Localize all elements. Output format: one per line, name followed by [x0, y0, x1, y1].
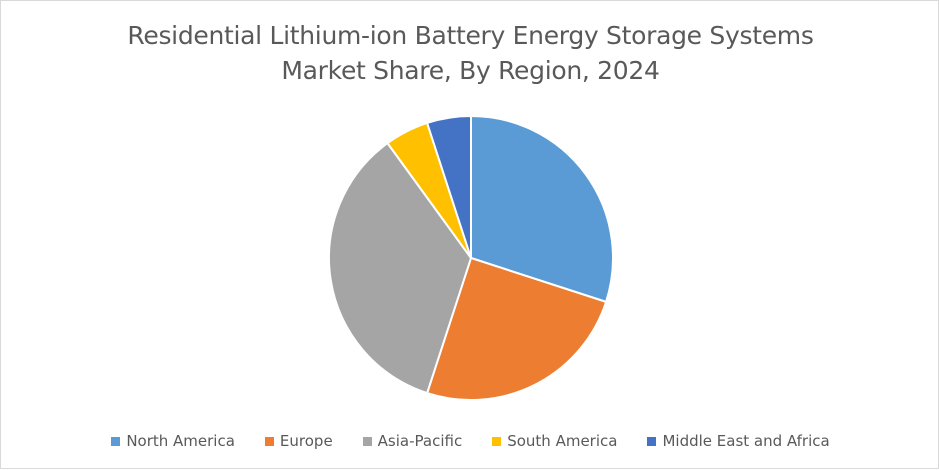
pie-slice-europe: [426, 257, 608, 401]
legend-entry-middle-east-and-africa: Middle East and Africa: [647, 432, 830, 450]
chart-title-line-2: Market Share, By Region, 2024: [281, 56, 660, 85]
legend-swatch: [362, 436, 372, 446]
pie-slice-middle-east-and-africa: [426, 115, 472, 259]
legend-label: Middle East and Africa: [662, 432, 830, 450]
pie-slice-north-america: [470, 115, 614, 303]
legend-entry-north-america: North America: [111, 432, 235, 450]
legend-swatch: [111, 436, 121, 446]
legend-label: Europe: [279, 432, 333, 450]
pie-slice-asia-pacific: [328, 142, 472, 395]
chart-title-line-1: Residential Lithium-ion Battery Energy S…: [127, 21, 814, 50]
legend-swatch: [264, 436, 274, 446]
legend-entry-asia-pacific: Asia-Pacific: [362, 432, 463, 450]
legend-entry-europe: Europe: [264, 432, 333, 450]
legend-label: Asia-Pacific: [377, 432, 463, 450]
chart-legend: North America Europe Asia-Pacific South Ame…: [1, 429, 939, 453]
legend-label: South America: [507, 432, 618, 450]
legend-swatch: [492, 436, 502, 446]
chart-title: Residential Lithium-ion Battery Energy S…: [1, 18, 939, 88]
legend-swatch: [647, 436, 657, 446]
legend-label: North America: [126, 432, 235, 450]
pie-slices: [328, 115, 614, 401]
legend-entry-south-america: South America: [492, 432, 617, 450]
